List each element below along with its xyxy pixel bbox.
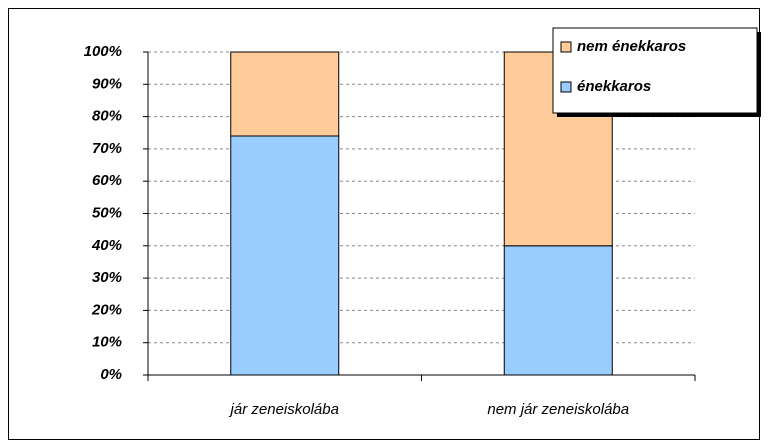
y-tick-label: 10% bbox=[92, 334, 122, 351]
legend-swatch bbox=[560, 41, 572, 53]
x-tick-label: nem jár zeneiskolába bbox=[487, 401, 629, 418]
legend-label: énekkaros bbox=[577, 78, 651, 95]
y-tick-label: 90% bbox=[92, 75, 122, 92]
legend-label: nem énekkaros bbox=[577, 38, 686, 55]
y-tick-label: 40% bbox=[91, 237, 122, 254]
y-tick-label: 100% bbox=[84, 43, 122, 60]
y-tick-label: 20% bbox=[91, 301, 122, 318]
y-tick-label: 80% bbox=[92, 108, 122, 125]
legend-swatch bbox=[560, 81, 572, 93]
x-tick-label: jár zeneiskolába bbox=[229, 401, 339, 418]
bar-segment bbox=[230, 51, 340, 137]
y-tick-label: 70% bbox=[92, 140, 122, 157]
y-tick-label: 0% bbox=[100, 366, 122, 383]
bar-segment bbox=[503, 245, 613, 376]
bar-segment bbox=[230, 135, 340, 376]
y-tick-label: 60% bbox=[92, 172, 122, 189]
y-tick-label: 30% bbox=[92, 269, 122, 286]
legend bbox=[552, 27, 758, 114]
y-tick-label: 50% bbox=[92, 204, 122, 221]
